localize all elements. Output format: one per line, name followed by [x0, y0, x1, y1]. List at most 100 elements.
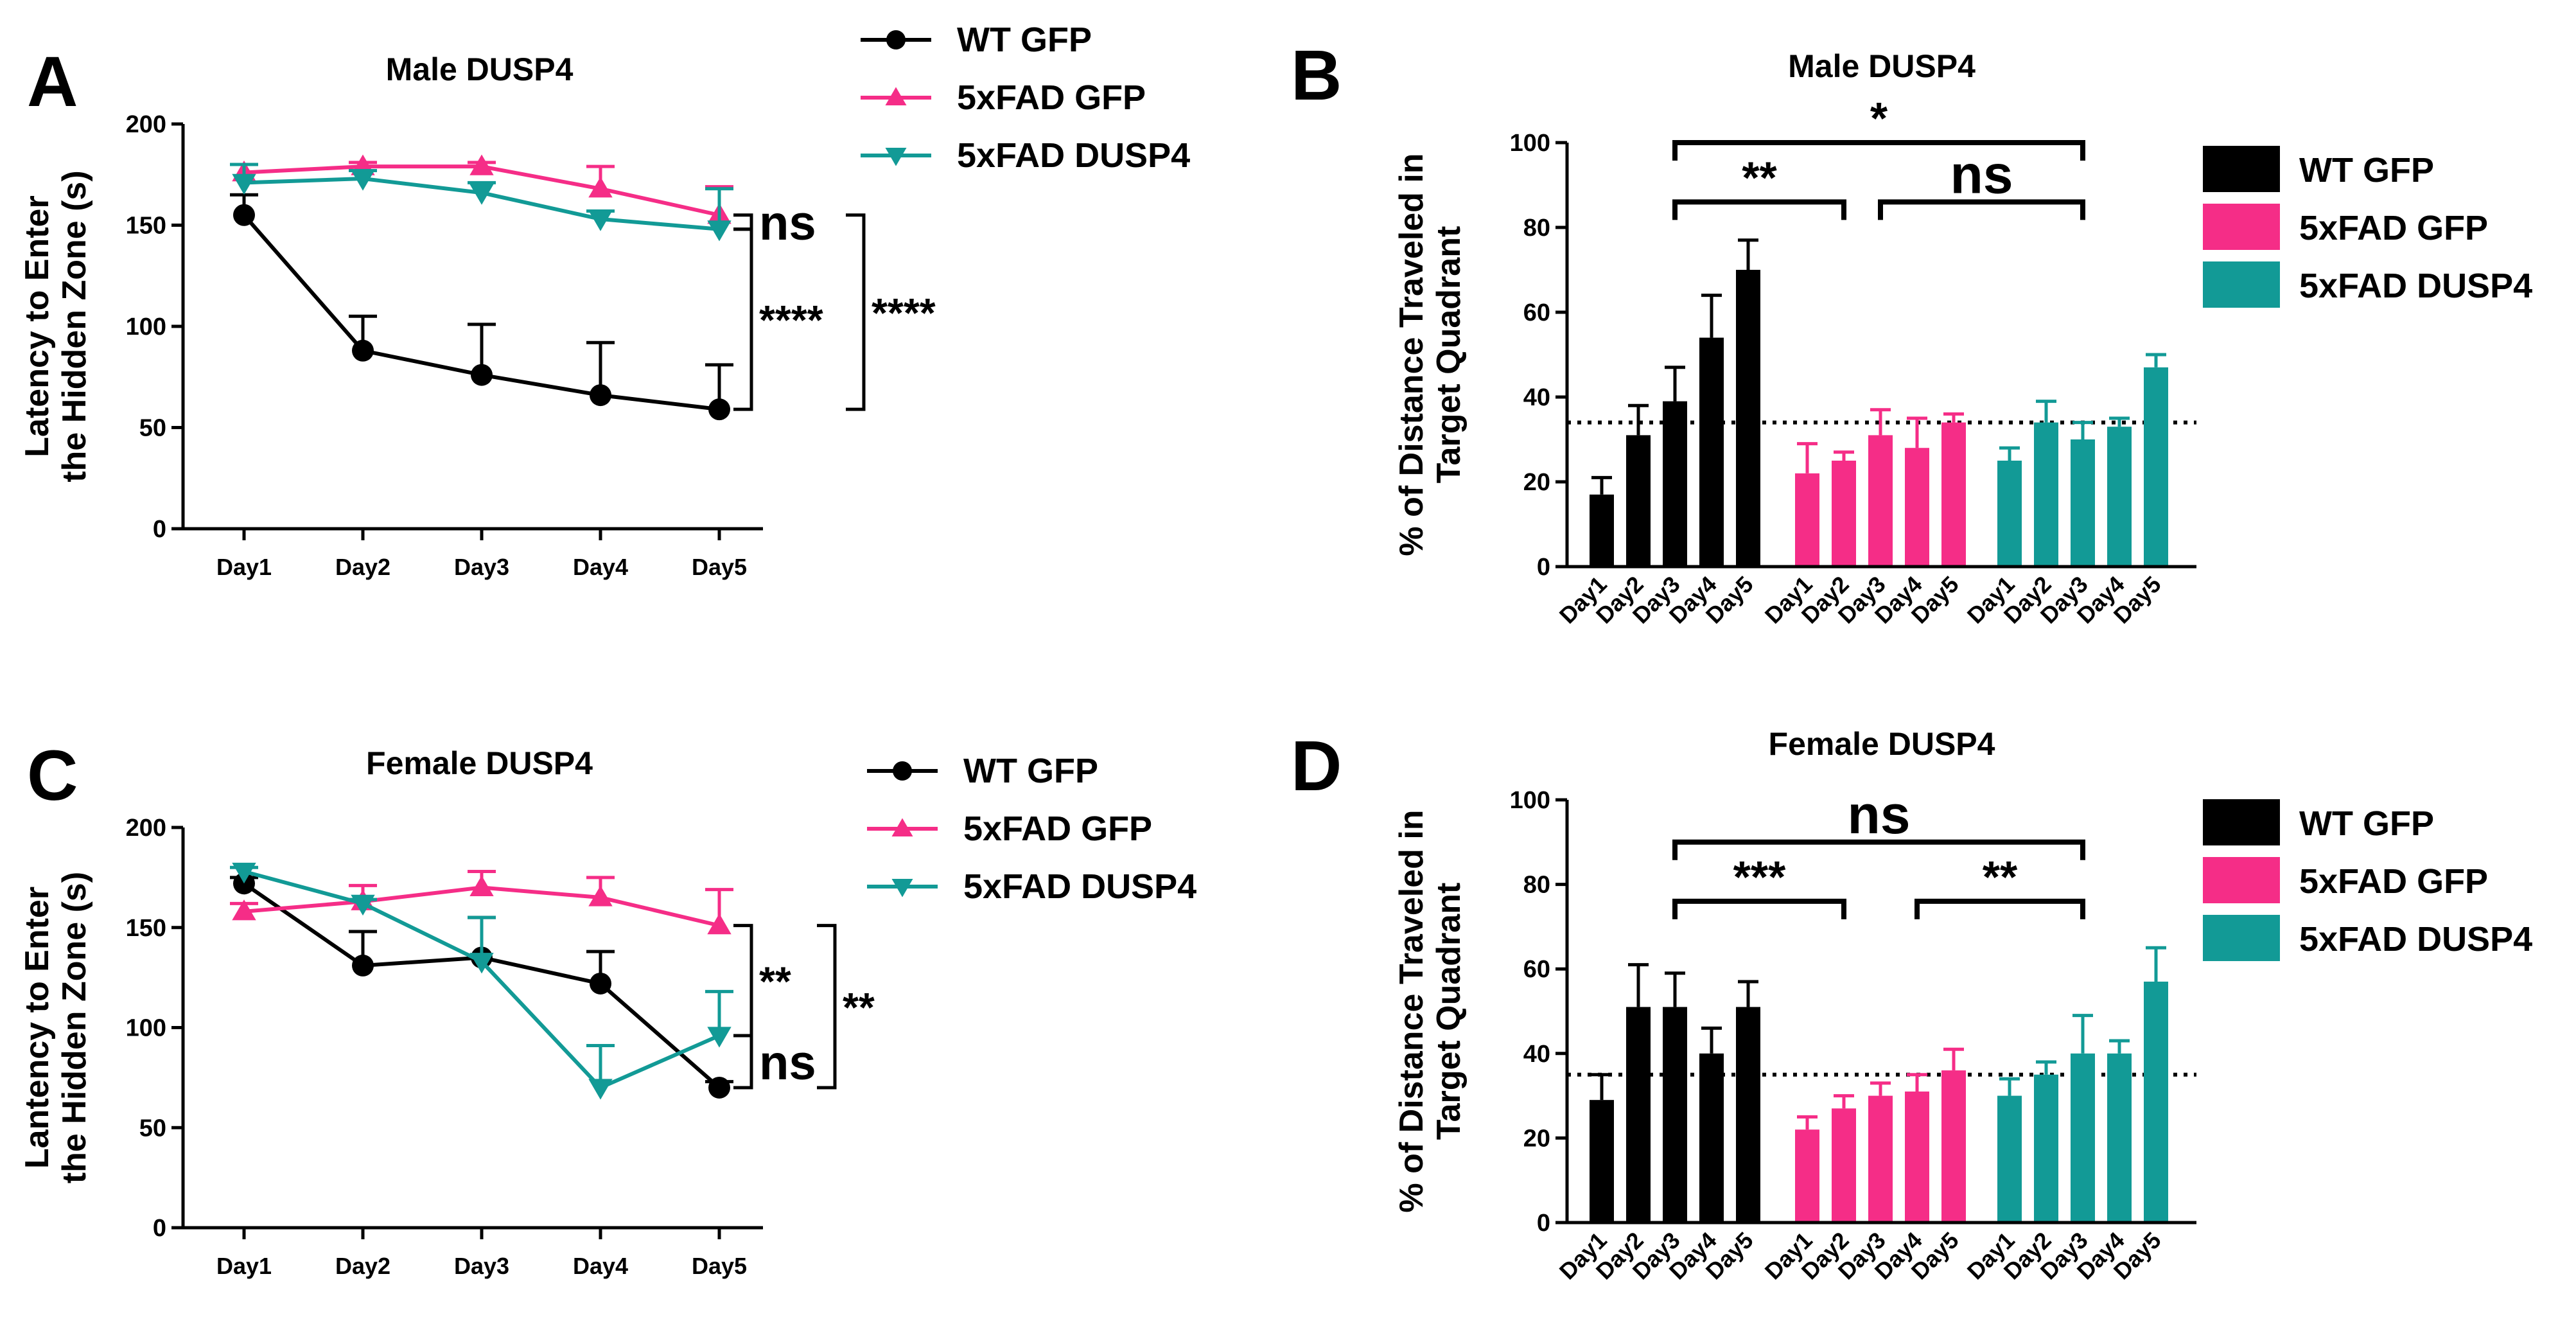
panel-letter: C: [27, 736, 78, 815]
bar: [2071, 1053, 2095, 1223]
bar: [1590, 494, 1614, 567]
marker-circle: [708, 1076, 730, 1099]
bar: [1868, 435, 1893, 567]
legend-swatch: [2203, 261, 2280, 308]
bar: [2034, 1074, 2058, 1223]
significance-label: **: [843, 984, 875, 1030]
y-tick-label: 150: [126, 915, 166, 942]
significance-label: ***: [1733, 852, 1786, 902]
significance-label: ns: [759, 196, 816, 251]
y-tick-label: 20: [1523, 469, 1550, 496]
significance-bracket: **: [733, 924, 791, 1038]
y-axis-label: Target Quadrant: [1430, 883, 1468, 1140]
marker-triangle-up: [885, 87, 907, 105]
legend-label: WT GFP: [957, 21, 1092, 59]
legend-label: 5xFAD DUSP4: [2299, 267, 2532, 305]
significance-bracket: ***: [1672, 852, 1846, 919]
chart-title: Male DUSP4: [1788, 48, 1976, 84]
significance-bracket: ****: [733, 227, 823, 411]
marker-triangle-down: [588, 210, 613, 231]
legend-label: 5xFAD GFP: [963, 809, 1152, 848]
bar: [1941, 422, 1966, 567]
significance-bracket: **: [817, 924, 875, 1090]
legend-label: WT GFP: [2299, 804, 2434, 843]
significance-bracket: ns: [1878, 144, 2085, 220]
y-tick-label: 20: [1523, 1125, 1550, 1152]
panel-letter: A: [27, 42, 78, 121]
x-tick-label: Day1: [216, 554, 272, 580]
x-tick-label: Day2: [335, 1253, 390, 1279]
y-tick-label: 60: [1523, 299, 1550, 326]
marker-circle: [590, 384, 611, 407]
significance-bracket: *: [1672, 93, 2085, 161]
panel-letter: B: [1291, 36, 1342, 115]
bar: [2071, 439, 2095, 567]
significance-bracket: **: [1672, 152, 1846, 220]
x-tick-label: Day3: [454, 554, 509, 580]
bar: [1795, 1129, 1819, 1223]
marker-circle: [471, 364, 493, 386]
y-tick-label: 100: [1510, 787, 1550, 814]
legend-swatch: [2203, 799, 2280, 845]
panel-letter: D: [1291, 727, 1342, 806]
legend-swatch: [2203, 915, 2280, 961]
x-tick-label: Day1: [216, 1253, 272, 1279]
legend-swatch: [2203, 146, 2280, 192]
significance-label: ns: [1950, 144, 2013, 204]
legend-label: 5xFAD DUSP4: [2299, 920, 2532, 959]
series-5xfad-dusp4: [230, 163, 733, 242]
bar: [1832, 1108, 1856, 1223]
marker-triangle-up: [469, 154, 494, 175]
legend-label: 5xFAD DUSP4: [963, 867, 1196, 906]
significance-label: ****: [872, 290, 936, 336]
panel-A: A Male DUSP4 0 50 100 150 200 Latency to Enter t…: [19, 21, 1190, 580]
bracket-line: [733, 1034, 753, 1090]
bracket-line: [1672, 898, 1846, 919]
y-tick-label: 200: [126, 815, 166, 842]
chart-title: Male DUSP4: [386, 51, 574, 87]
bracket-line: [733, 924, 753, 1038]
panel-B: B Male DUSP4 0 20 40 60 80 100 % of Distance Tra…: [1291, 36, 2532, 629]
significance-label: *: [1870, 93, 1888, 143]
y-tick-label: 100: [1510, 130, 1550, 157]
bar: [2144, 981, 2168, 1223]
series-line: [243, 881, 721, 1090]
marker-triangle-down: [885, 148, 907, 166]
bar: [1736, 270, 1760, 567]
y-axis-label: Latency to Enter: [19, 195, 56, 457]
marker-triangle-up: [891, 818, 913, 836]
y-tick-label: 40: [1523, 384, 1550, 411]
y-tick-label: 0: [153, 516, 166, 543]
chart-title: Female DUSP4: [1769, 726, 1995, 762]
bracket-line: [1878, 199, 2085, 220]
marker-circle: [708, 398, 730, 421]
marker-triangle-down: [232, 173, 256, 195]
bracket-line: [1672, 199, 1846, 220]
y-axis-label: Target Quadrant: [1430, 226, 1468, 484]
marker-triangle-down: [707, 1027, 732, 1048]
marker-triangle-up: [469, 875, 494, 897]
bar: [1997, 461, 2022, 567]
marker-circle: [352, 954, 374, 977]
y-tick-label: 40: [1523, 1041, 1550, 1068]
y-tick-label: 50: [139, 1115, 166, 1142]
bracket-line: [1672, 140, 2085, 161]
marker-triangle-down: [588, 1079, 613, 1100]
chart-title: Female DUSP4: [366, 745, 593, 781]
bar: [1795, 473, 1819, 567]
significance-bracket: ns: [1672, 784, 2085, 860]
marker-triangle-down: [351, 170, 375, 191]
bar: [1626, 1007, 1651, 1223]
significance-bracket: **: [1914, 852, 2085, 919]
x-tick-label: Day5: [692, 554, 747, 580]
y-tick-label: 80: [1523, 872, 1550, 899]
x-tick-label: Day4: [573, 1253, 628, 1279]
legend-swatch: [2203, 204, 2280, 250]
marker-triangle-down: [707, 220, 732, 242]
x-tick-label: Day2: [335, 554, 390, 580]
significance-label: ns: [1847, 784, 1910, 845]
bar: [1868, 1095, 1893, 1223]
